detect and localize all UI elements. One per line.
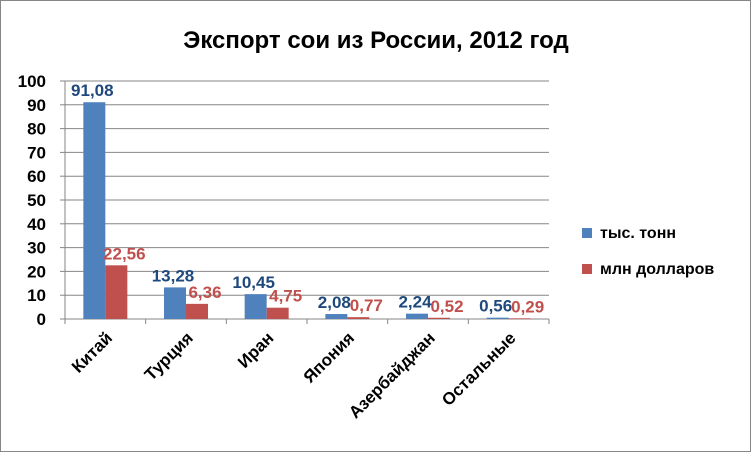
x-tick-label: Остальные <box>438 328 519 409</box>
bar-dollars <box>266 307 289 319</box>
legend-swatch <box>582 264 592 274</box>
x-tick-label: Япония <box>300 328 358 386</box>
x-tick-label: Иран <box>234 328 277 371</box>
bar-dollars <box>105 265 128 319</box>
data-labels: 91,08 22,56 13,286,36 10,454,75 2,080,77 2,24… <box>71 81 544 316</box>
data-label: 2,24 <box>398 293 432 312</box>
y-axis-ticks: 0 10 20 30 40 50 60 70 80 90 100 <box>18 72 46 329</box>
bar-dollars <box>186 303 208 319</box>
data-label: 6,36 <box>188 283 221 302</box>
legend: тыс. тонн млн долларов <box>582 225 714 278</box>
bar-dollars <box>428 317 450 319</box>
bar-dollars <box>508 318 531 320</box>
bar-tons <box>83 102 106 319</box>
y-tick-label: 30 <box>27 239 46 258</box>
y-tick-label: 40 <box>27 215 46 234</box>
data-label: 22,56 <box>103 244 146 263</box>
y-tick-label: 70 <box>27 143 46 162</box>
legend-label: тыс. тонн <box>600 225 676 242</box>
y-tick-label: 60 <box>27 167 46 186</box>
data-label: 13,28 <box>152 266 195 285</box>
bars <box>83 102 531 320</box>
gridlines <box>60 80 550 324</box>
data-label: 0,56 <box>479 297 512 316</box>
y-tick-label: 20 <box>27 262 46 281</box>
x-tick-label: Китай <box>68 328 116 376</box>
y-tick-label: 100 <box>18 72 46 91</box>
x-tick-label: Турция <box>141 328 197 384</box>
data-label: 10,45 <box>232 273 275 292</box>
data-label: 0,77 <box>350 296 383 315</box>
data-label: 0,52 <box>430 297 463 316</box>
bar-tons <box>325 314 348 319</box>
data-label: 4,75 <box>269 287 302 306</box>
legend-label: млн долларов <box>600 261 714 278</box>
data-label: 91,08 <box>71 81 114 100</box>
data-label: 0,29 <box>511 297 544 316</box>
bar-tons <box>406 313 428 319</box>
y-tick-label: 10 <box>27 286 46 305</box>
bar-dollars <box>347 317 370 319</box>
bar-tons <box>164 287 186 319</box>
x-tick-label: Азербайджан <box>345 328 439 422</box>
data-label: 2,08 <box>318 293 351 312</box>
bar-tons <box>244 294 267 319</box>
chart-title: Экспорт сои из России, 2012 год <box>183 27 568 54</box>
y-tick-label: 0 <box>37 310 46 329</box>
y-tick-label: 90 <box>27 96 46 115</box>
y-tick-label: 80 <box>27 120 46 139</box>
bar-tons <box>486 317 509 319</box>
legend-swatch <box>582 228 592 238</box>
y-tick-label: 50 <box>27 191 46 210</box>
